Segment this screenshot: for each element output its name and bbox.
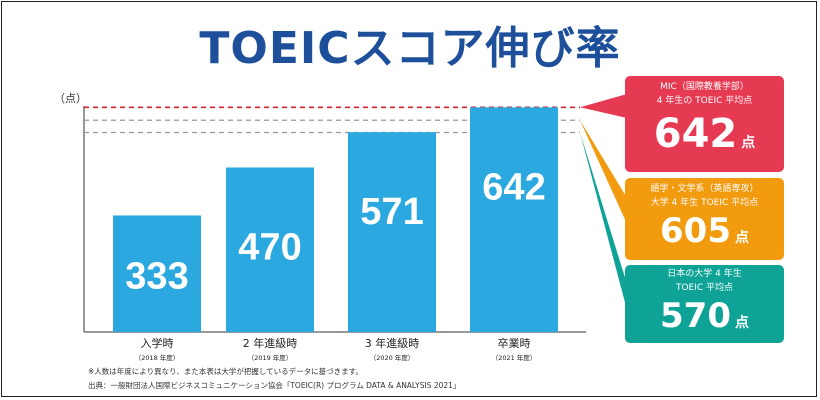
bar-1 [113,215,201,332]
callout-connector-2 [580,120,627,224]
bar-3 [348,132,436,332]
bar-value-label-4: 642 [482,166,545,208]
x-tick-year-1: （2018 年度） [135,353,180,362]
bar-value-label-1: 333 [125,255,188,297]
y-axis-label: （点） [54,92,87,105]
x-tick-year-3: （2020 年度） [370,353,415,362]
callout-connector-3 [580,132,627,310]
callout-japan-value: 570 [660,296,731,336]
bar-2 [226,167,314,332]
callout-connector-1 [580,94,627,118]
callout-mic: MIC（国際教養学部） 4 年生の TOEIC 平均点 642 点 [625,76,784,172]
callout-japan-unit: 点 [734,315,749,331]
x-tick-label-4: 卒業時 [498,336,531,350]
x-tick-year-4: （2021 年度） [492,353,537,362]
bar-4 [470,107,558,332]
callout-japan-line1: 日本の大学 4 年生 [667,269,742,279]
callout-language-value: 605 [660,211,731,251]
x-tick-label-3: 3 年進級時 [365,336,420,350]
footnote: ※人数は年度により異なり、また本表は大学が把握しているデータに基づきます。 [88,367,363,376]
callout-japan: 日本の大学 4 年生 TOEIC 平均点 570 点 [625,265,784,343]
callout-mic-unit: 点 [741,135,756,151]
callout-language-unit: 点 [734,230,749,246]
x-tick-label-2: 2 年進級時 [243,336,298,350]
callout-mic-line1: MIC（国際教養学部） [660,82,749,92]
x-tick-label-1: 入学時 [141,336,174,350]
callout-mic-value: 642 [653,111,738,157]
source-note: 出典：一般財団法人国際ビジネスコミュニケーション協会「TOEIC(R) プログラ… [88,381,461,390]
bar-value-label-3: 571 [360,191,423,233]
x-tick-year-2: （2019 年度） [248,353,293,362]
callout-language: 語学・文学系（英語専攻） 大学 4 年生 TOEIC 平均点 605 点 [625,178,784,260]
callout-language-line1: 語学・文学系（英語専攻） [650,184,759,194]
page-title: TOEICスコア伸び率 [199,23,621,74]
callout-language-line2: 大学 4 年生 TOEIC 平均点 [650,198,759,208]
callout-japan-line2: TOEIC 平均点 [675,283,734,293]
callout-mic-line2: 4 年生の TOEIC 平均点 [656,96,753,106]
bar-value-label-2: 470 [238,227,301,269]
